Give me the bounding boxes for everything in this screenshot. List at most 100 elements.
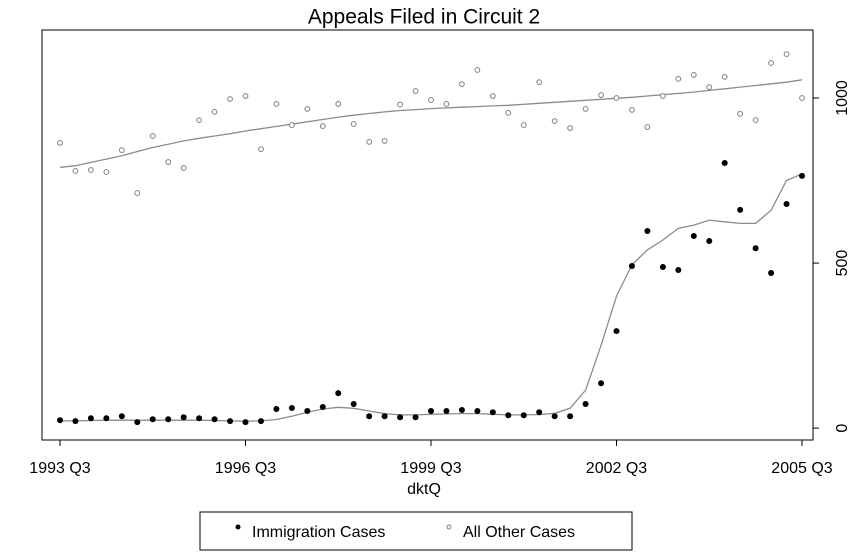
point bbox=[211, 108, 218, 115]
point bbox=[196, 415, 203, 422]
point bbox=[443, 407, 450, 414]
point bbox=[412, 88, 419, 94]
point bbox=[242, 93, 249, 99]
point bbox=[257, 418, 264, 425]
point bbox=[180, 414, 187, 421]
point bbox=[659, 264, 666, 271]
point bbox=[211, 416, 218, 423]
point bbox=[335, 390, 342, 397]
point bbox=[87, 415, 94, 422]
point bbox=[505, 412, 512, 419]
point bbox=[242, 419, 249, 426]
point bbox=[474, 67, 481, 73]
y-tick-label: 500 bbox=[834, 250, 850, 277]
point bbox=[752, 245, 759, 252]
point bbox=[613, 95, 620, 101]
point bbox=[381, 138, 388, 144]
point bbox=[149, 133, 156, 139]
smooth-line bbox=[59, 79, 803, 168]
point bbox=[567, 413, 574, 420]
point bbox=[350, 401, 357, 408]
point bbox=[397, 414, 404, 421]
point bbox=[304, 407, 311, 414]
legend-box bbox=[199, 511, 633, 551]
x-tick-label: 1993 Q3 bbox=[29, 460, 90, 477]
point bbox=[57, 417, 63, 424]
point bbox=[180, 165, 187, 171]
point bbox=[149, 416, 156, 423]
point bbox=[72, 418, 79, 425]
legend-label: Immigration Cases bbox=[252, 524, 385, 541]
point bbox=[644, 124, 651, 130]
point bbox=[458, 406, 465, 413]
point bbox=[319, 123, 326, 129]
point bbox=[505, 109, 512, 116]
point bbox=[675, 266, 682, 273]
point bbox=[72, 168, 79, 174]
point bbox=[582, 401, 589, 408]
point bbox=[196, 117, 203, 124]
legend-label: All Other Cases bbox=[463, 524, 575, 541]
point bbox=[134, 419, 141, 426]
point bbox=[783, 200, 790, 207]
y-tick-label: 1000 bbox=[834, 80, 850, 116]
point bbox=[551, 413, 558, 420]
point bbox=[721, 160, 728, 167]
point bbox=[536, 79, 543, 86]
point bbox=[582, 105, 589, 112]
point bbox=[489, 93, 496, 99]
x-tick-label: 2002 Q3 bbox=[586, 460, 647, 477]
point bbox=[258, 146, 264, 153]
point bbox=[799, 172, 805, 179]
point bbox=[118, 413, 125, 420]
point bbox=[88, 167, 94, 173]
point bbox=[706, 84, 713, 91]
point bbox=[567, 125, 574, 131]
point bbox=[690, 71, 697, 78]
point bbox=[598, 380, 605, 387]
point bbox=[350, 121, 357, 127]
point bbox=[520, 122, 527, 128]
x-tick-label: 1999 Q3 bbox=[400, 460, 461, 477]
x-axis-title: dktQ bbox=[407, 481, 441, 498]
point bbox=[443, 101, 450, 107]
point bbox=[397, 101, 403, 108]
point bbox=[227, 418, 234, 425]
point bbox=[690, 232, 697, 239]
point bbox=[644, 228, 651, 235]
point bbox=[273, 405, 280, 412]
point bbox=[428, 407, 434, 414]
point bbox=[706, 237, 713, 244]
point bbox=[613, 328, 620, 335]
chart-title: Appeals Filed in Circuit 2 bbox=[308, 6, 540, 29]
point bbox=[288, 122, 295, 128]
x-tick-label: 2005 Q3 bbox=[771, 460, 832, 477]
point bbox=[799, 95, 805, 101]
point bbox=[598, 92, 604, 98]
point bbox=[134, 190, 141, 196]
point bbox=[737, 206, 744, 213]
point bbox=[304, 105, 311, 112]
point bbox=[103, 415, 110, 422]
point bbox=[319, 403, 326, 410]
point bbox=[288, 404, 295, 411]
point bbox=[628, 263, 635, 270]
x-tick-label: 1996 Q3 bbox=[215, 460, 276, 477]
point bbox=[428, 97, 434, 103]
point bbox=[551, 118, 558, 125]
point bbox=[459, 81, 465, 88]
point bbox=[227, 96, 233, 102]
point bbox=[273, 101, 280, 107]
point bbox=[768, 60, 774, 66]
point bbox=[165, 416, 172, 423]
point bbox=[659, 93, 666, 99]
point bbox=[783, 51, 790, 57]
legend-marker bbox=[446, 524, 452, 530]
point bbox=[752, 117, 759, 124]
point bbox=[335, 101, 342, 107]
point bbox=[412, 414, 419, 421]
point bbox=[366, 413, 373, 420]
legend-marker bbox=[235, 524, 241, 530]
